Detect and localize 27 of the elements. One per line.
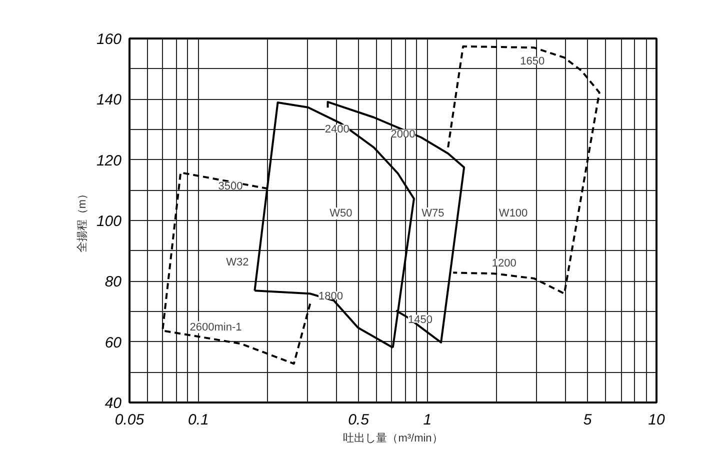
- x-tick-label: 0.1: [188, 412, 209, 428]
- annotation: 2000: [390, 128, 416, 140]
- annotation: W32: [226, 256, 249, 269]
- y-tick-label: 80: [104, 274, 122, 291]
- x-tick-label: 1: [423, 412, 432, 428]
- x-tick-label: 10: [648, 412, 666, 428]
- y-tick-label: 40: [104, 395, 122, 412]
- x-tick-label: 5: [583, 412, 592, 428]
- annotation: 3500: [218, 180, 243, 193]
- annotation: W75: [422, 208, 444, 220]
- x-tick-label: 0.5: [348, 412, 370, 428]
- annotation: W100: [498, 208, 528, 220]
- y-tick-label: 60: [104, 334, 122, 352]
- annotation: 2400: [324, 124, 350, 136]
- annotation: 1450: [408, 314, 433, 326]
- y-tick-label: 160: [96, 31, 122, 48]
- y-tick-label: 120: [96, 152, 122, 170]
- x-tick-label: 0.05: [114, 412, 145, 428]
- annotation: 1800: [318, 290, 343, 302]
- annotation: 2600min-1: [190, 321, 242, 334]
- annotation: W50: [330, 208, 352, 220]
- annotation: 1650: [520, 56, 545, 68]
- y-tick-label: 100: [96, 213, 122, 230]
- x-axis-title: 吐出し量（m³/min）: [343, 432, 443, 444]
- y-axis-title: 全揚程（m）: [76, 188, 88, 253]
- y-tick-label: 140: [96, 92, 122, 109]
- annotation: 1200: [492, 258, 516, 270]
